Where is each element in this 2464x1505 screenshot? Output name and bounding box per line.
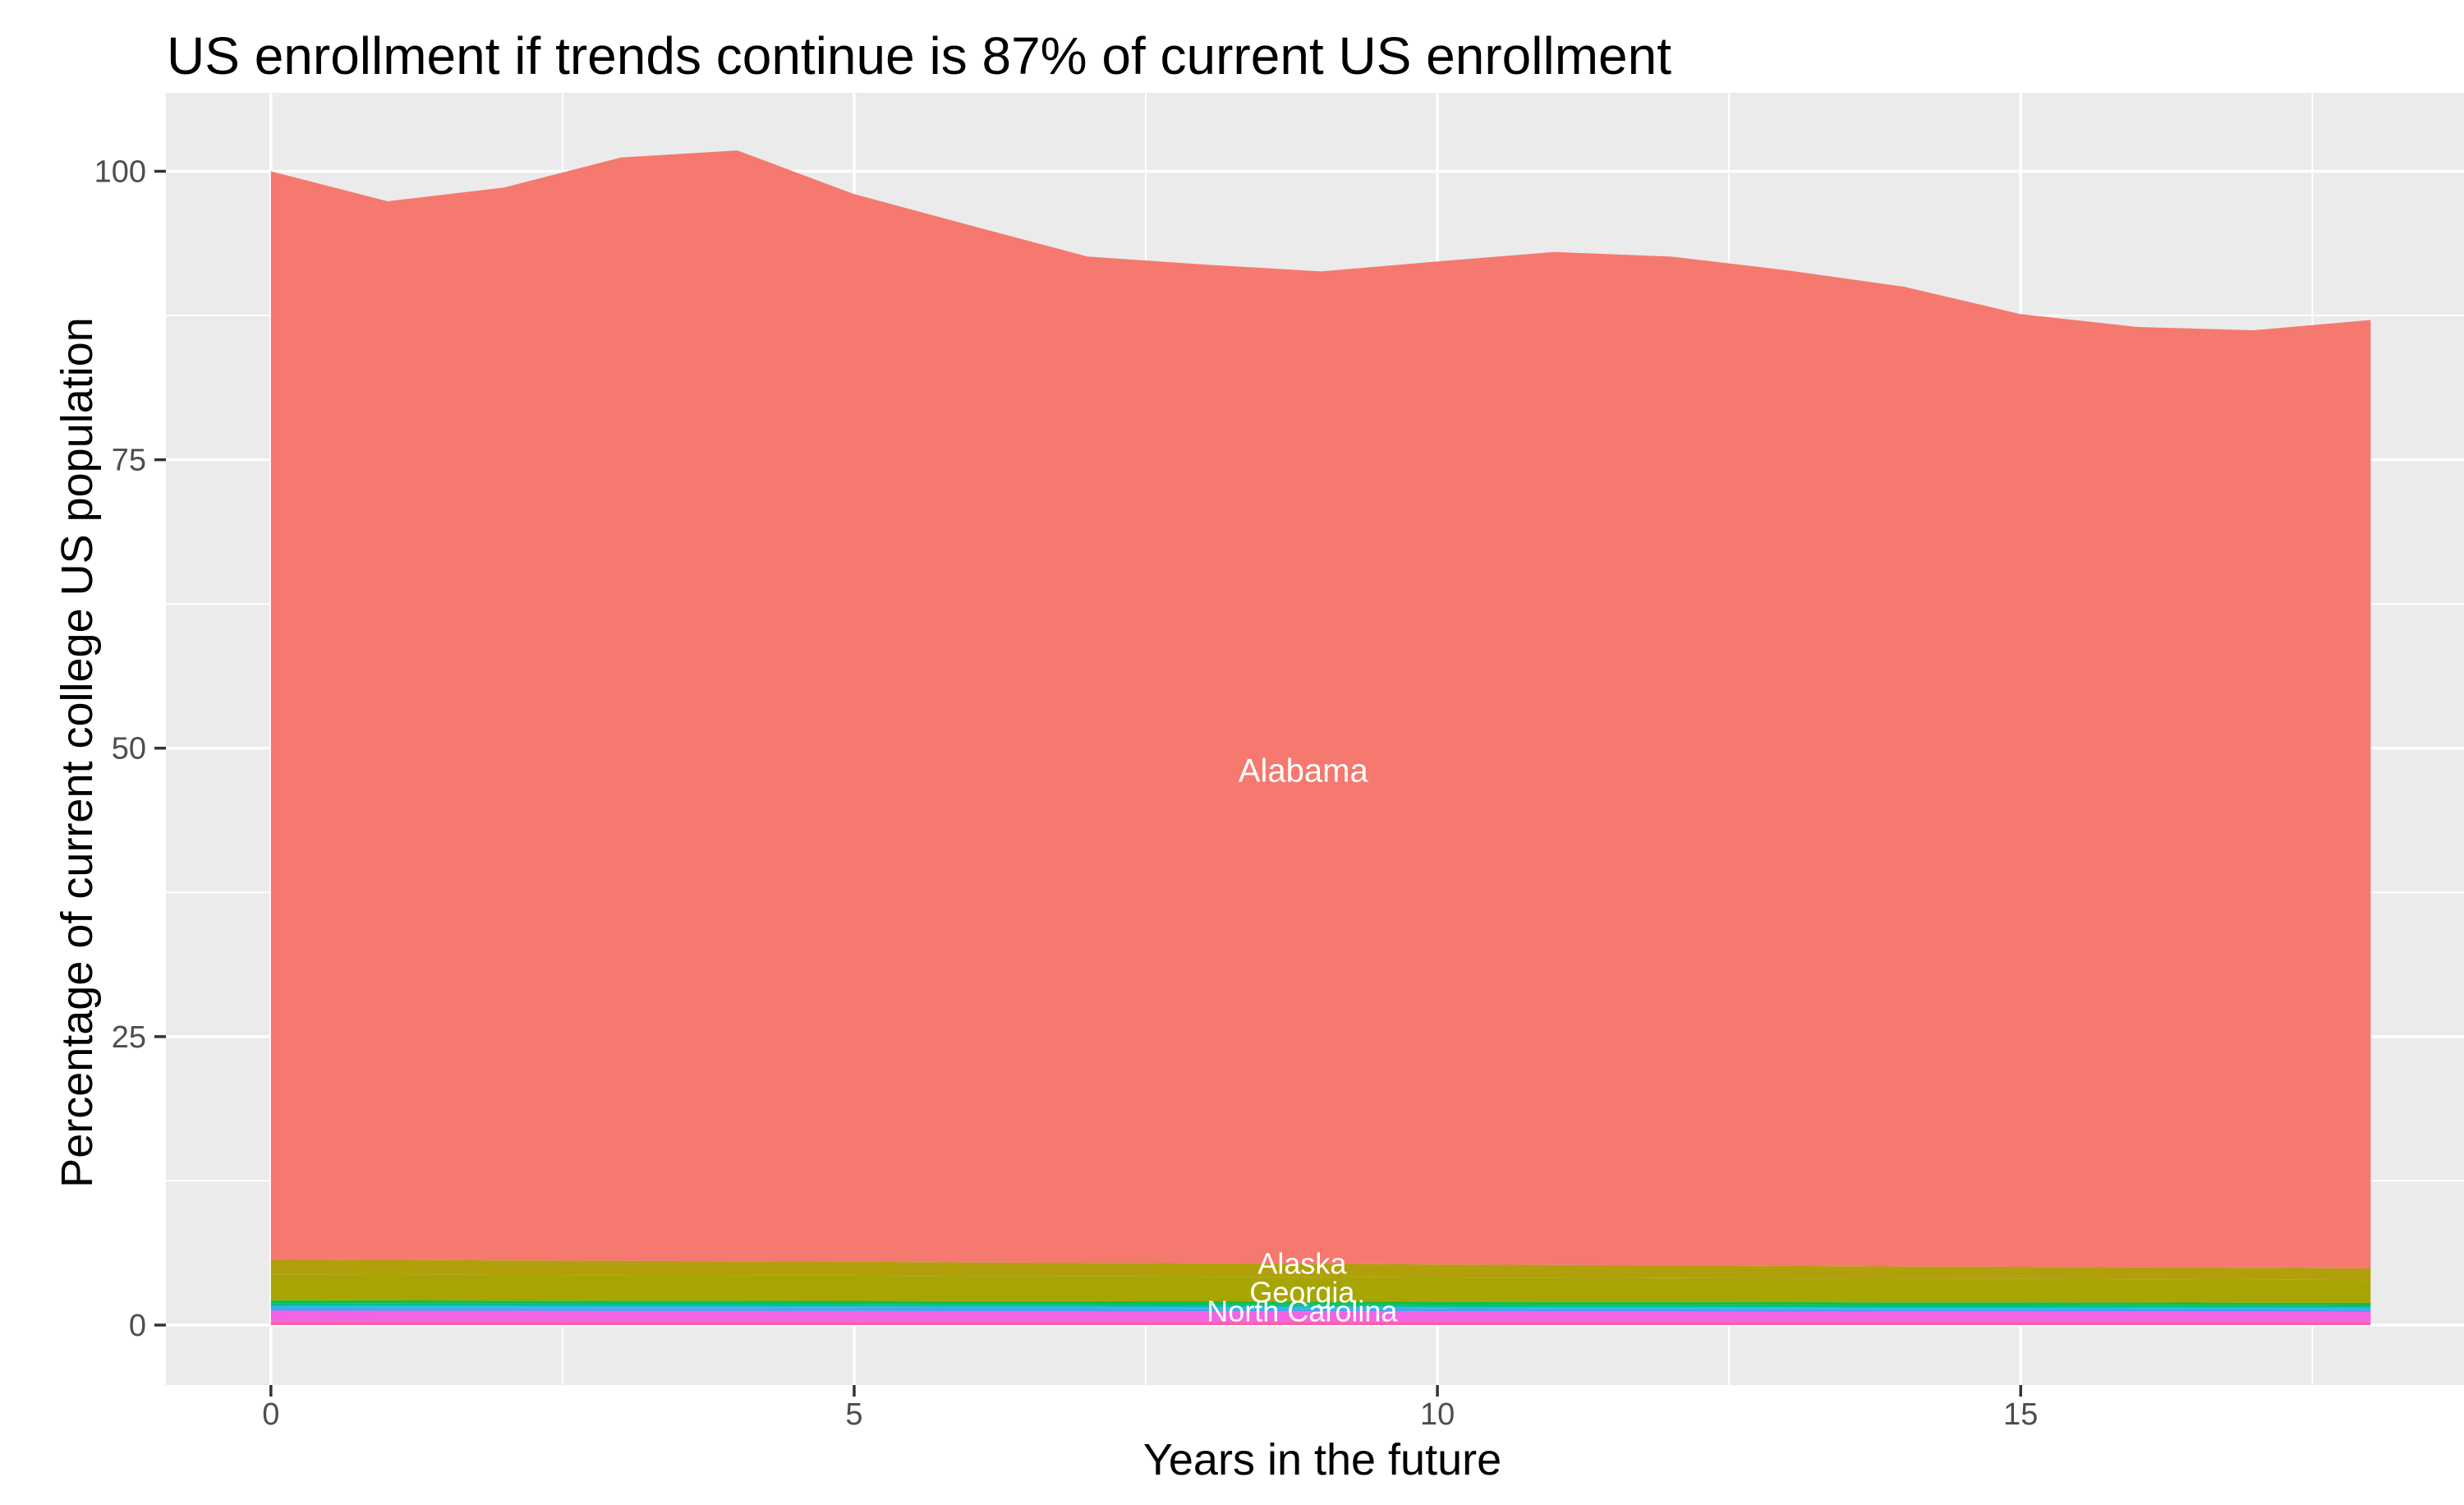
area-label-north-carolina: North Carolina	[1207, 1295, 1398, 1328]
area-pink-band	[270, 1321, 2371, 1325]
area-georgia	[270, 1274, 2371, 1303]
y-tick-label: 100	[94, 155, 146, 190]
plot-title: US enrollment if trends continue is 87% …	[167, 26, 1671, 85]
y-tick-label: 50	[112, 732, 146, 766]
y-tick-label: 75	[112, 444, 146, 478]
y-tick-label: 0	[129, 1309, 146, 1343]
area-green-band	[270, 1300, 2371, 1305]
area-series	[270, 150, 2371, 1325]
area-label-alabama: Alabama	[1239, 752, 1369, 789]
y-tick-label: 25	[112, 1020, 146, 1055]
y-axis-title: Percentage of current college US populat…	[53, 317, 102, 1188]
area-north-carolina	[270, 1310, 2371, 1322]
x-tick-label: 10	[1420, 1397, 1455, 1432]
area-label-alaska: Alaska	[1257, 1247, 1347, 1281]
x-tick-label: 0	[262, 1397, 279, 1432]
area-blue-band	[270, 1308, 2371, 1312]
area-cyan-band	[270, 1305, 2371, 1310]
axis-ticks: 0 5 10 15 0 25 50 75 100	[94, 155, 2039, 1432]
ggplot-figure: Alabama Alaska Georgia North Carolina 0 5 10 1…	[33, 13, 2464, 1492]
area-label-georgia: Georgia	[1249, 1276, 1355, 1309]
x-tick-label: 5	[845, 1397, 862, 1432]
area-alabama	[270, 150, 2371, 1269]
area-alaska	[270, 1259, 2371, 1281]
area-teal-band	[270, 1303, 2371, 1308]
x-axis-title: Years in the future	[1143, 1435, 1501, 1484]
x-tick-label: 15	[2003, 1397, 2038, 1432]
